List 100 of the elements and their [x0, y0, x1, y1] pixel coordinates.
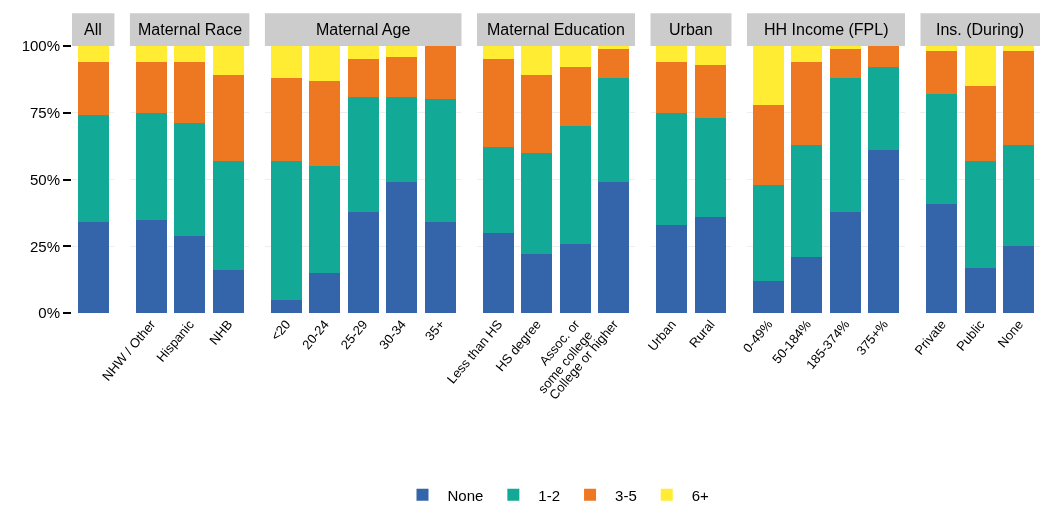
- bar: [135, 112, 167, 220]
- chart-title: Maternal Education: [487, 21, 625, 38]
- bar: [656, 224, 688, 313]
- y-tick-label: 100%: [21, 37, 60, 55]
- bar: [829, 46, 861, 49]
- bar: [559, 67, 591, 127]
- bar: [964, 267, 996, 313]
- legend-label: 3-5: [615, 486, 637, 504]
- bar: [752, 46, 784, 105]
- bar: [1003, 51, 1035, 145]
- bar: [347, 211, 379, 313]
- bar: [559, 243, 591, 313]
- bar: [482, 46, 514, 60]
- bar: [482, 59, 514, 148]
- bar: [694, 64, 726, 119]
- chart-title: All: [84, 21, 102, 38]
- bar: [347, 96, 379, 212]
- bar: [829, 211, 861, 313]
- bar: [829, 78, 861, 212]
- bar: [964, 86, 996, 161]
- chart-title: HH Income (FPL): [764, 21, 889, 38]
- bar: [694, 216, 726, 313]
- bar: [521, 152, 553, 255]
- bar: [656, 62, 688, 113]
- bar: [598, 78, 630, 183]
- legend-label: None: [447, 486, 484, 504]
- bar: [270, 46, 302, 79]
- chart-title: Ins. (During): [936, 21, 1025, 38]
- bar: [270, 299, 302, 313]
- chart-title: Maternal Age: [316, 21, 411, 38]
- bar: [309, 46, 341, 81]
- x-tick-label: <20: [267, 316, 294, 344]
- bar: [77, 115, 109, 223]
- bar: [212, 75, 244, 161]
- y-tick-label: 75%: [29, 104, 60, 121]
- bar: [752, 104, 784, 185]
- bar: [656, 46, 688, 63]
- bar: [964, 46, 996, 87]
- bar: [1003, 246, 1035, 313]
- bar: [482, 232, 514, 313]
- chart-title: Urban: [669, 21, 713, 38]
- y-tick-label: 50%: [29, 170, 60, 188]
- bar: [174, 235, 206, 313]
- bar: [521, 75, 553, 153]
- bar: [791, 46, 823, 63]
- bar: [77, 222, 109, 313]
- x-tick-label: 35+: [421, 316, 448, 344]
- bar: [1003, 46, 1035, 52]
- bar: [791, 256, 823, 313]
- legend-label: 6+: [691, 486, 710, 504]
- bar: [868, 46, 900, 68]
- bar: [424, 222, 456, 313]
- bar: [926, 203, 958, 313]
- bar: [347, 46, 379, 60]
- bar: [174, 62, 206, 124]
- bar: [752, 280, 784, 313]
- bar: [791, 144, 823, 257]
- bar: [135, 62, 167, 113]
- bar: [270, 160, 302, 300]
- bar: [212, 270, 244, 313]
- bar: [482, 147, 514, 233]
- bar: [694, 46, 726, 65]
- bar: [309, 80, 341, 167]
- bar: [174, 123, 206, 236]
- bar: [386, 96, 418, 183]
- bar: [386, 182, 418, 313]
- bar: [174, 46, 206, 63]
- y-tick-label: 25%: [29, 237, 60, 255]
- bar: [1003, 144, 1035, 247]
- bar: [559, 126, 591, 244]
- bar: [926, 94, 958, 204]
- bar: [424, 46, 456, 100]
- bar: [212, 46, 244, 76]
- bar: [309, 166, 341, 273]
- bar: [868, 67, 900, 151]
- bar: [135, 219, 167, 313]
- chart-title: Maternal Race: [138, 21, 243, 38]
- bar: [77, 62, 109, 116]
- bar: [964, 160, 996, 268]
- bar: [521, 46, 553, 76]
- bar: [656, 112, 688, 225]
- bar: [309, 272, 341, 313]
- bar: [521, 254, 553, 313]
- bar: [752, 184, 784, 281]
- bar: [135, 46, 167, 63]
- bar: [598, 182, 630, 313]
- bar: [926, 46, 958, 52]
- bar: [791, 62, 823, 145]
- bar: [386, 56, 418, 97]
- bar: [598, 48, 630, 79]
- bar: [694, 118, 726, 217]
- bar: [868, 150, 900, 313]
- bar: [386, 46, 418, 57]
- legend-label: 1-2: [538, 486, 561, 504]
- bar: [926, 51, 958, 95]
- bar: [424, 99, 456, 223]
- bar: [559, 46, 591, 68]
- bar: [212, 160, 244, 271]
- y-tick-label: 0%: [38, 304, 60, 322]
- bar: [598, 46, 630, 49]
